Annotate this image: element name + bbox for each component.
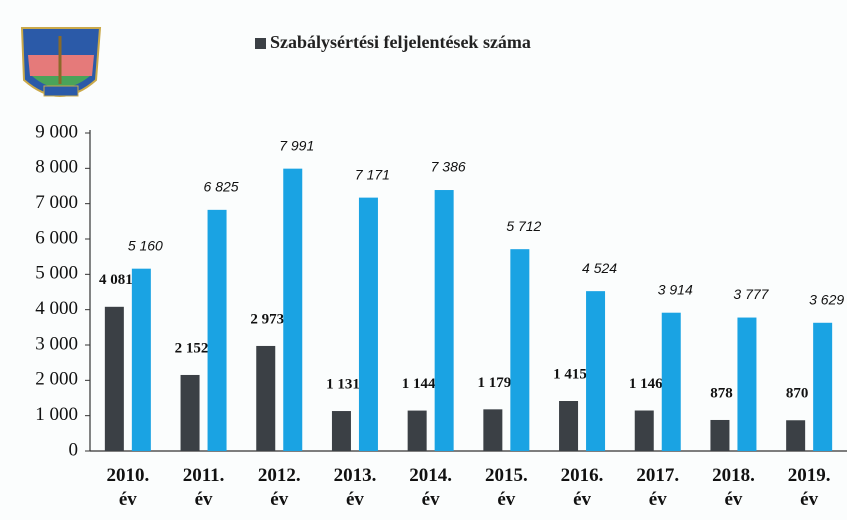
bar bbox=[331, 411, 351, 451]
x-tick-label: 2017. év bbox=[636, 465, 680, 510]
x-tick-label: 2014. év bbox=[409, 465, 453, 510]
value-label: 3 629 bbox=[809, 291, 844, 307]
x-tick-label: 2011. év bbox=[182, 465, 225, 510]
y-tick-label: 1 000 bbox=[35, 404, 78, 425]
bar bbox=[661, 312, 681, 451]
x-tick-label: 2015. év bbox=[484, 465, 528, 510]
bar bbox=[256, 345, 276, 451]
value-label: 3 914 bbox=[658, 281, 693, 297]
bar bbox=[586, 291, 606, 451]
x-tick-label: 2016. év bbox=[560, 465, 604, 510]
y-tick-label: 8 000 bbox=[35, 157, 78, 178]
y-tick-label: 5 000 bbox=[35, 263, 78, 284]
bar bbox=[131, 268, 151, 451]
y-tick-label: 7 000 bbox=[35, 192, 78, 213]
bar bbox=[634, 410, 654, 451]
bar bbox=[207, 209, 227, 451]
bar bbox=[483, 409, 503, 451]
value-label: 1 144 bbox=[402, 376, 436, 392]
value-label: 1 131 bbox=[326, 376, 360, 392]
bar bbox=[559, 401, 579, 451]
y-tick-label: 0 bbox=[69, 439, 79, 460]
x-tick-label: 2012. év bbox=[257, 465, 301, 510]
value-label: 7 386 bbox=[431, 159, 466, 175]
y-tick-label: 4 000 bbox=[35, 298, 78, 319]
value-label: 1 415 bbox=[553, 366, 587, 382]
x-tick-label: 2019. év bbox=[787, 465, 831, 510]
legend-swatch bbox=[255, 38, 266, 49]
bar bbox=[813, 322, 833, 451]
x-tick-label: 2010. év bbox=[106, 465, 150, 510]
value-label: 7 171 bbox=[355, 166, 390, 182]
bar bbox=[407, 410, 427, 451]
bar bbox=[283, 168, 303, 451]
value-label: 5 160 bbox=[128, 237, 163, 253]
bar bbox=[104, 306, 124, 451]
bar bbox=[737, 317, 757, 451]
x-tick-label: 2018. év bbox=[712, 465, 755, 510]
legend-label: Szabálysértési feljelentések száma bbox=[270, 32, 531, 52]
value-label: 1 146 bbox=[629, 376, 663, 392]
y-tick-label: 6 000 bbox=[35, 227, 78, 248]
y-tick-label: 9 000 bbox=[35, 121, 78, 142]
value-label: 5 712 bbox=[506, 218, 541, 234]
value-label: 3 777 bbox=[733, 286, 769, 302]
x-tick-label: 2013. év bbox=[333, 465, 377, 510]
value-label: 4 081 bbox=[99, 272, 133, 288]
bar bbox=[710, 419, 730, 451]
value-label: 870 bbox=[786, 386, 809, 402]
value-label: 7 991 bbox=[279, 137, 314, 153]
value-label: 4 524 bbox=[582, 260, 617, 276]
bar bbox=[358, 197, 378, 451]
value-label: 6 825 bbox=[204, 179, 239, 195]
value-label: 2 973 bbox=[250, 311, 284, 327]
value-label: 1 179 bbox=[477, 375, 511, 391]
value-label: 2 152 bbox=[175, 340, 209, 356]
y-tick-label: 2 000 bbox=[35, 369, 78, 390]
logo bbox=[20, 27, 102, 97]
bar bbox=[510, 249, 530, 451]
bar bbox=[180, 374, 200, 451]
value-label: 878 bbox=[710, 385, 733, 401]
bar bbox=[434, 190, 454, 451]
y-tick-label: 3 000 bbox=[35, 333, 78, 354]
bar bbox=[786, 420, 806, 451]
